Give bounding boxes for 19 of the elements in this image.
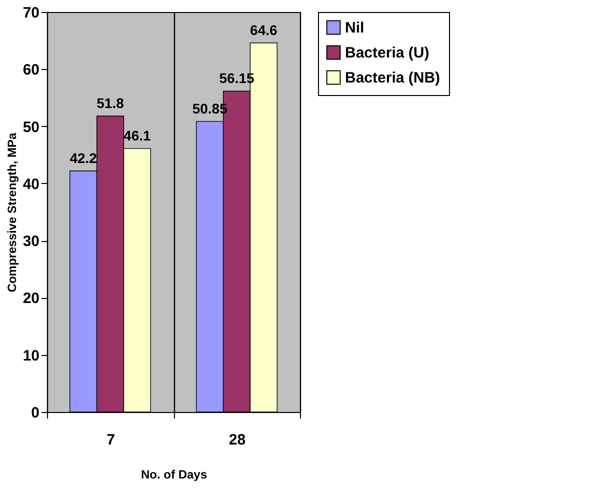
data-label: 51.8 <box>96 95 124 111</box>
data-label: 42.2 <box>70 150 98 166</box>
y-tick-label: 0 <box>31 404 40 422</box>
y-tick-label: 60 <box>22 62 40 79</box>
data-label: 46.1 <box>124 128 151 144</box>
y-tick-label: 40 <box>22 176 40 193</box>
legend-label: Bacteria (NB) <box>345 70 440 86</box>
x-tick-label: 7 <box>106 432 115 448</box>
y-tick-label: 50 <box>22 118 40 136</box>
x-tick-label: 28 <box>228 432 246 448</box>
legend-label: Nil <box>345 20 364 36</box>
y-tick-label: 30 <box>22 233 40 250</box>
y-tick-label: 70 <box>22 4 40 22</box>
y-axis-title: Compressive Strength, MPa <box>4 132 19 292</box>
legend-label: Bacteria (U) <box>345 44 430 62</box>
y-tick-label: 20 <box>22 290 40 308</box>
y-tick-label: 10 <box>22 347 40 364</box>
x-axis-title: No. of Days <box>140 468 208 482</box>
data-label: 64.6 <box>250 22 278 38</box>
